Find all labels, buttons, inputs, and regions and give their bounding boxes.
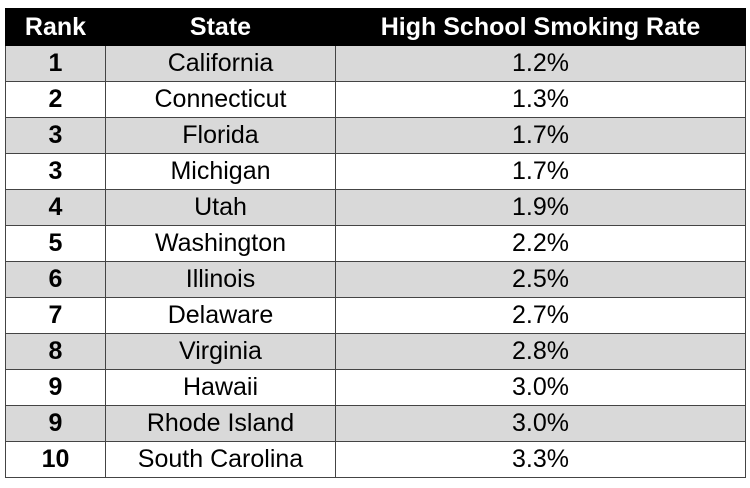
table-header: Rank State High School Smoking Rate <box>5 8 746 46</box>
header-cell: State <box>105 8 336 46</box>
state-cell: South Carolina <box>105 441 336 478</box>
header-row: Rank State High School Smoking Rate <box>5 8 746 46</box>
rank-cell: 9 <box>5 405 106 442</box>
rank-cell: 8 <box>5 333 106 370</box>
rank-cell: 7 <box>5 297 106 334</box>
rank-cell: 2 <box>5 81 106 118</box>
table-body: 1 California 1.2% 2 Connecticut 1.3% 3 Florida 1… <box>5 45 746 478</box>
table-row: 10 South Carolina 3.3% <box>5 441 746 478</box>
state-cell: Michigan <box>105 153 336 190</box>
table-row: 6 Illinois 2.5% <box>5 261 746 298</box>
rank-cell: 5 <box>5 225 106 262</box>
state-cell: Illinois <box>105 261 336 298</box>
table-row: 5 Washington 2.2% <box>5 225 746 262</box>
rate-cell: 2.7% <box>335 297 746 334</box>
state-cell: Virginia <box>105 333 336 370</box>
rank-cell: 3 <box>5 117 106 154</box>
rank-cell: 3 <box>5 153 106 190</box>
state-cell: Connecticut <box>105 81 336 118</box>
rank-cell: 10 <box>5 441 106 478</box>
state-cell: Delaware <box>105 297 336 334</box>
table-row: 4 Utah 1.9% <box>5 189 746 226</box>
table-row: 2 Connecticut 1.3% <box>5 81 746 118</box>
header-cell: Rank <box>5 8 106 46</box>
rate-cell: 2.8% <box>335 333 746 370</box>
table-row: 7 Delaware 2.7% <box>5 297 746 334</box>
rate-cell: 2.5% <box>335 261 746 298</box>
state-cell: California <box>105 45 336 82</box>
rate-cell: 3.0% <box>335 369 746 406</box>
rate-cell: 1.7% <box>335 117 746 154</box>
table-row: 8 Virginia 2.8% <box>5 333 746 370</box>
rank-cell: 1 <box>5 45 106 82</box>
rate-cell: 1.7% <box>335 153 746 190</box>
rate-cell: 3.3% <box>335 441 746 478</box>
table-row: 9 Rhode Island 3.0% <box>5 405 746 442</box>
rate-cell: 1.2% <box>335 45 746 82</box>
rank-cell: 9 <box>5 369 106 406</box>
rank-cell: 4 <box>5 189 106 226</box>
rate-cell: 1.9% <box>335 189 746 226</box>
header-cell: High School Smoking Rate <box>335 8 746 46</box>
table-row: 3 Michigan 1.7% <box>5 153 746 190</box>
table-row: 1 California 1.2% <box>5 45 746 82</box>
rank-cell: 6 <box>5 261 106 298</box>
state-cell: Utah <box>105 189 336 226</box>
state-cell: Washington <box>105 225 336 262</box>
rate-cell: 1.3% <box>335 81 746 118</box>
state-cell: Rhode Island <box>105 405 336 442</box>
state-cell: Hawaii <box>105 369 336 406</box>
state-cell: Florida <box>105 117 336 154</box>
rate-cell: 3.0% <box>335 405 746 442</box>
table-row: 3 Florida 1.7% <box>5 117 746 154</box>
rate-cell: 2.2% <box>335 225 746 262</box>
ranking-table: Rank State High School Smoking Rate 1 Calif… <box>5 8 746 478</box>
table-row: 9 Hawaii 3.0% <box>5 369 746 406</box>
